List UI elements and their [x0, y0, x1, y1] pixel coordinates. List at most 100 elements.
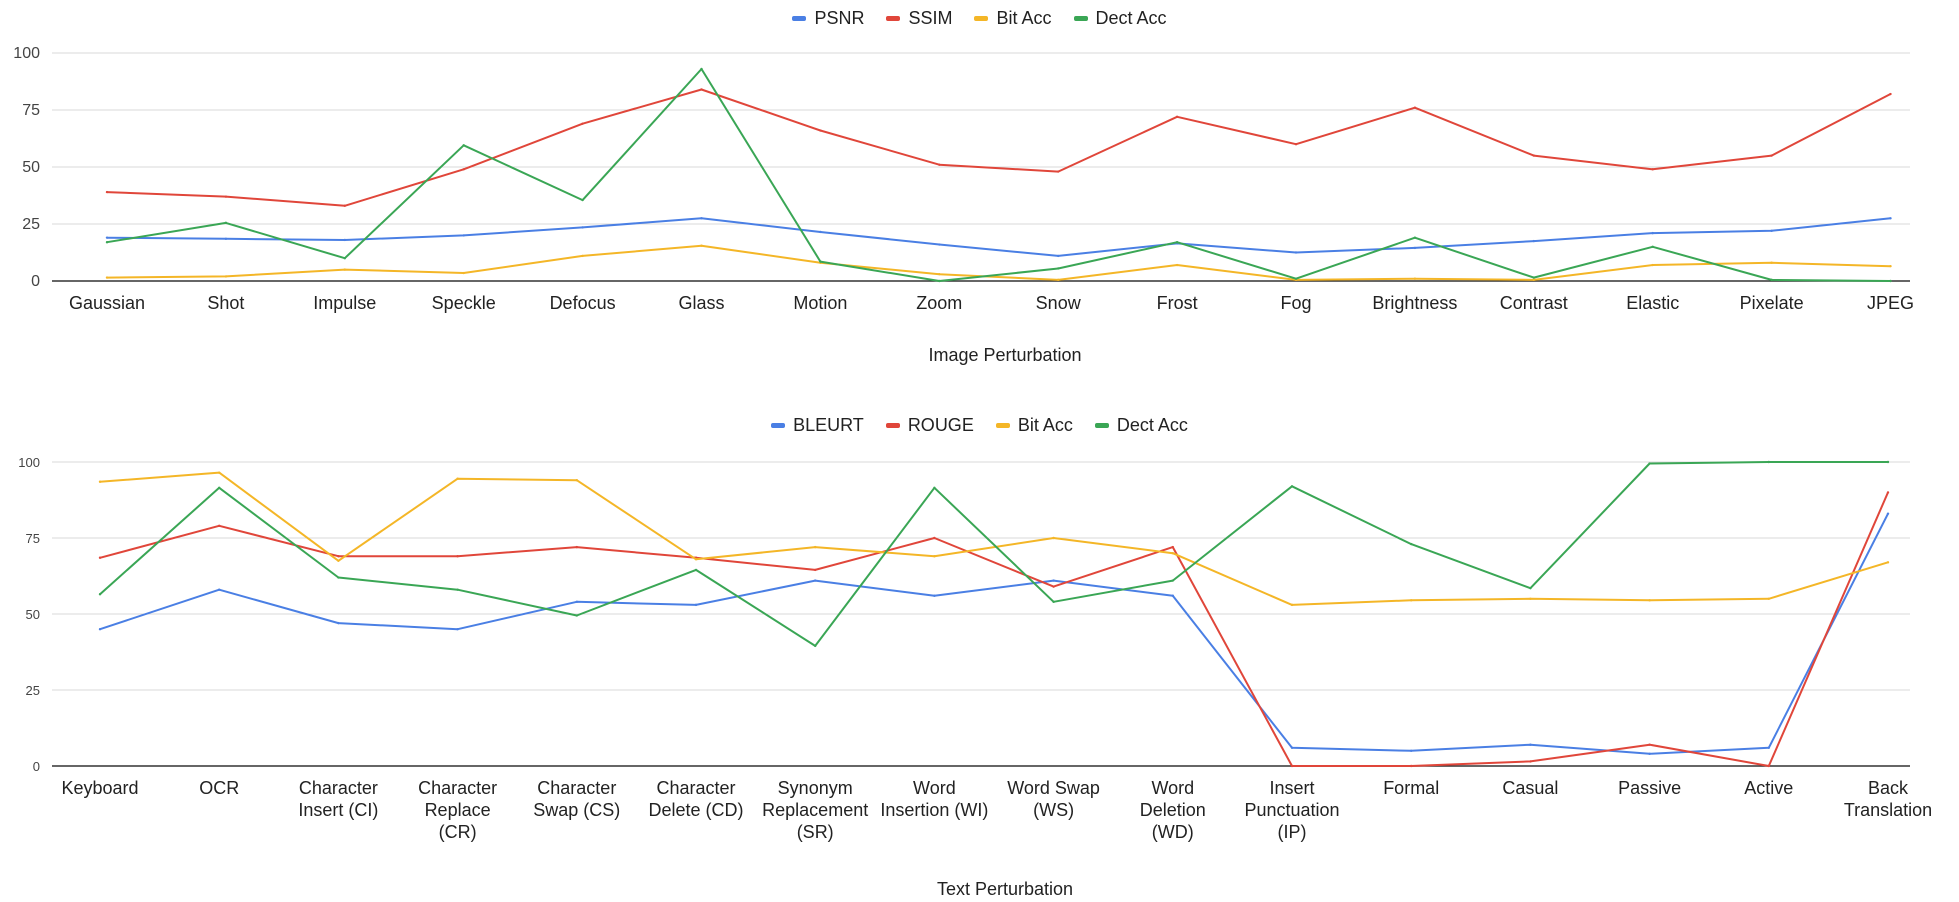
legend-swatch [792, 16, 807, 21]
data-point-dect-acc [1889, 279, 1892, 283]
series-line-ssim [106, 88, 1891, 207]
legend-item-dect-acc: Dect Acc [1094, 415, 1188, 436]
x-tick-label: Insert Punctuation (IP) [1244, 778, 1339, 842]
x-tick-label-line: Zoom [916, 293, 962, 313]
x-tick-label-line: Character [656, 778, 735, 798]
data-point-bit-acc [814, 545, 817, 549]
data-point-dect-acc [1413, 236, 1417, 239]
x-tick-label-line: Elastic [1626, 293, 1679, 313]
x-tick-label-line: (IP) [1278, 822, 1307, 842]
x-tick-label: Fog [1280, 293, 1311, 313]
data-point-dect-acc [105, 241, 109, 244]
data-point-bleurt [98, 628, 102, 631]
data-point-dect-acc [1651, 245, 1654, 248]
x-tick-label-line: Glass [678, 293, 724, 313]
data-point-bit-acc [581, 254, 584, 258]
legend-label: Bit Acc [996, 8, 1052, 28]
data-point-bit-acc [1413, 277, 1417, 280]
data-point-bit-acc [98, 480, 102, 483]
data-point-psnr [343, 238, 346, 242]
legend-label: Dect Acc [1095, 8, 1167, 28]
data-point-rouge [1886, 491, 1890, 494]
x-tick-label: Character Swap (CS) [533, 778, 620, 820]
data-point-rouge [1648, 743, 1651, 746]
data-point-ssim [224, 195, 228, 198]
data-point-bit-acc [694, 558, 698, 561]
legend-swatch [771, 423, 786, 428]
legend-label: ROUGE [907, 415, 974, 435]
legend-item-dect-acc: Dect Acc [1073, 8, 1167, 29]
y-tick-label: 25 [26, 683, 40, 698]
x-tick-label: Character Replace (CR) [418, 778, 497, 842]
x-tick-label-line: Synonym [778, 778, 853, 798]
data-point-bit-acc [1648, 599, 1651, 602]
data-point-dect-acc [462, 144, 465, 147]
data-point-bleurt [575, 600, 578, 604]
x-tick-label-line: Delete (CD) [648, 800, 743, 820]
x-tick-label-line: Replace [425, 800, 491, 820]
legend-label: SSIM [908, 8, 953, 28]
x-tick-label-line: (SR) [797, 822, 834, 842]
x-tick-label-line: Formal [1383, 778, 1439, 798]
x-tick-label: Keyboard [61, 778, 138, 798]
x-tick-label: Character Delete (CD) [648, 778, 743, 820]
x-tick-label-line: Deletion [1140, 800, 1206, 820]
x-tick-label-line: (CR) [439, 822, 477, 842]
data-point-dect-acc [1886, 460, 1890, 464]
x-tick-label-line: Speckle [432, 293, 496, 313]
data-point-dect-acc [1529, 586, 1532, 590]
legend-swatch [974, 16, 989, 21]
x-tick-label-line: Motion [793, 293, 847, 313]
text-perturbation-chart: BLEURT ROUGE Bit Acc Dect Acc 0 25 50 75 100 Key… [0, 408, 1959, 902]
data-point-psnr [1413, 246, 1417, 250]
data-point-bit-acc [1175, 263, 1179, 267]
data-point-ssim [1889, 92, 1892, 96]
x-tick-label-line: JPEG [1867, 293, 1914, 313]
x-tick-label-line: Shot [207, 293, 244, 313]
x-tick-label-line: Impulse [313, 293, 376, 313]
legend-item-bit-acc: Bit Acc [974, 8, 1052, 29]
line-chart-plot: 0 25 50 75 100 Gaussian Shot Impulse Speckle Defo… [13, 45, 1914, 365]
series-line-dect-acc [99, 461, 1888, 647]
data-point-dect-acc [1175, 241, 1179, 244]
data-point-bit-acc [1770, 261, 1773, 264]
data-point-rouge [1529, 760, 1532, 763]
x-tick-label-line: (WD) [1152, 822, 1194, 842]
y-tick-label: 25 [22, 216, 40, 233]
data-point-bit-acc [337, 559, 340, 562]
chart-legend: BLEURT ROUGE Bit Acc Dect Acc [0, 415, 1959, 436]
data-point-bit-acc [343, 268, 346, 271]
data-point-dect-acc [337, 576, 340, 579]
data-point-dect-acc [814, 644, 817, 648]
x-tick-label: Pixelate [1740, 293, 1804, 313]
data-point-bleurt [694, 603, 698, 607]
data-point-dect-acc [343, 257, 346, 260]
data-point-bit-acc [224, 275, 228, 278]
data-point-bleurt [1767, 746, 1771, 749]
data-point-psnr [819, 230, 822, 234]
y-tick-label: 0 [31, 273, 40, 290]
x-tick-label-line: Insertion (WI) [880, 800, 988, 820]
x-tick-label: Motion [793, 293, 847, 313]
x-axis-title: Image Perturbation [928, 345, 1081, 365]
data-point-bit-acc [1410, 599, 1413, 602]
legend-label: PSNR [814, 8, 865, 28]
x-tick-label: Casual [1502, 778, 1558, 798]
data-point-rouge [456, 555, 459, 558]
legend-label: BLEURT [793, 415, 864, 435]
x-tick-label: Speckle [432, 293, 496, 313]
data-point-bleurt [1171, 594, 1175, 597]
data-point-ssim [105, 190, 109, 194]
x-tick-label: Passive [1618, 778, 1681, 798]
legend-label: Bit Acc [1017, 415, 1073, 435]
data-point-dect-acc [575, 614, 578, 617]
x-tick-label: Character Insert (CI) [298, 778, 378, 820]
y-tick-label: 100 [18, 455, 40, 470]
x-tick-label-line: Gaussian [69, 293, 145, 313]
x-tick-label-line: Fog [1280, 293, 1311, 313]
data-point-dect-acc [581, 198, 584, 202]
data-point-rouge [575, 545, 578, 549]
x-tick-label: Elastic [1626, 293, 1679, 313]
data-point-psnr [105, 236, 109, 239]
